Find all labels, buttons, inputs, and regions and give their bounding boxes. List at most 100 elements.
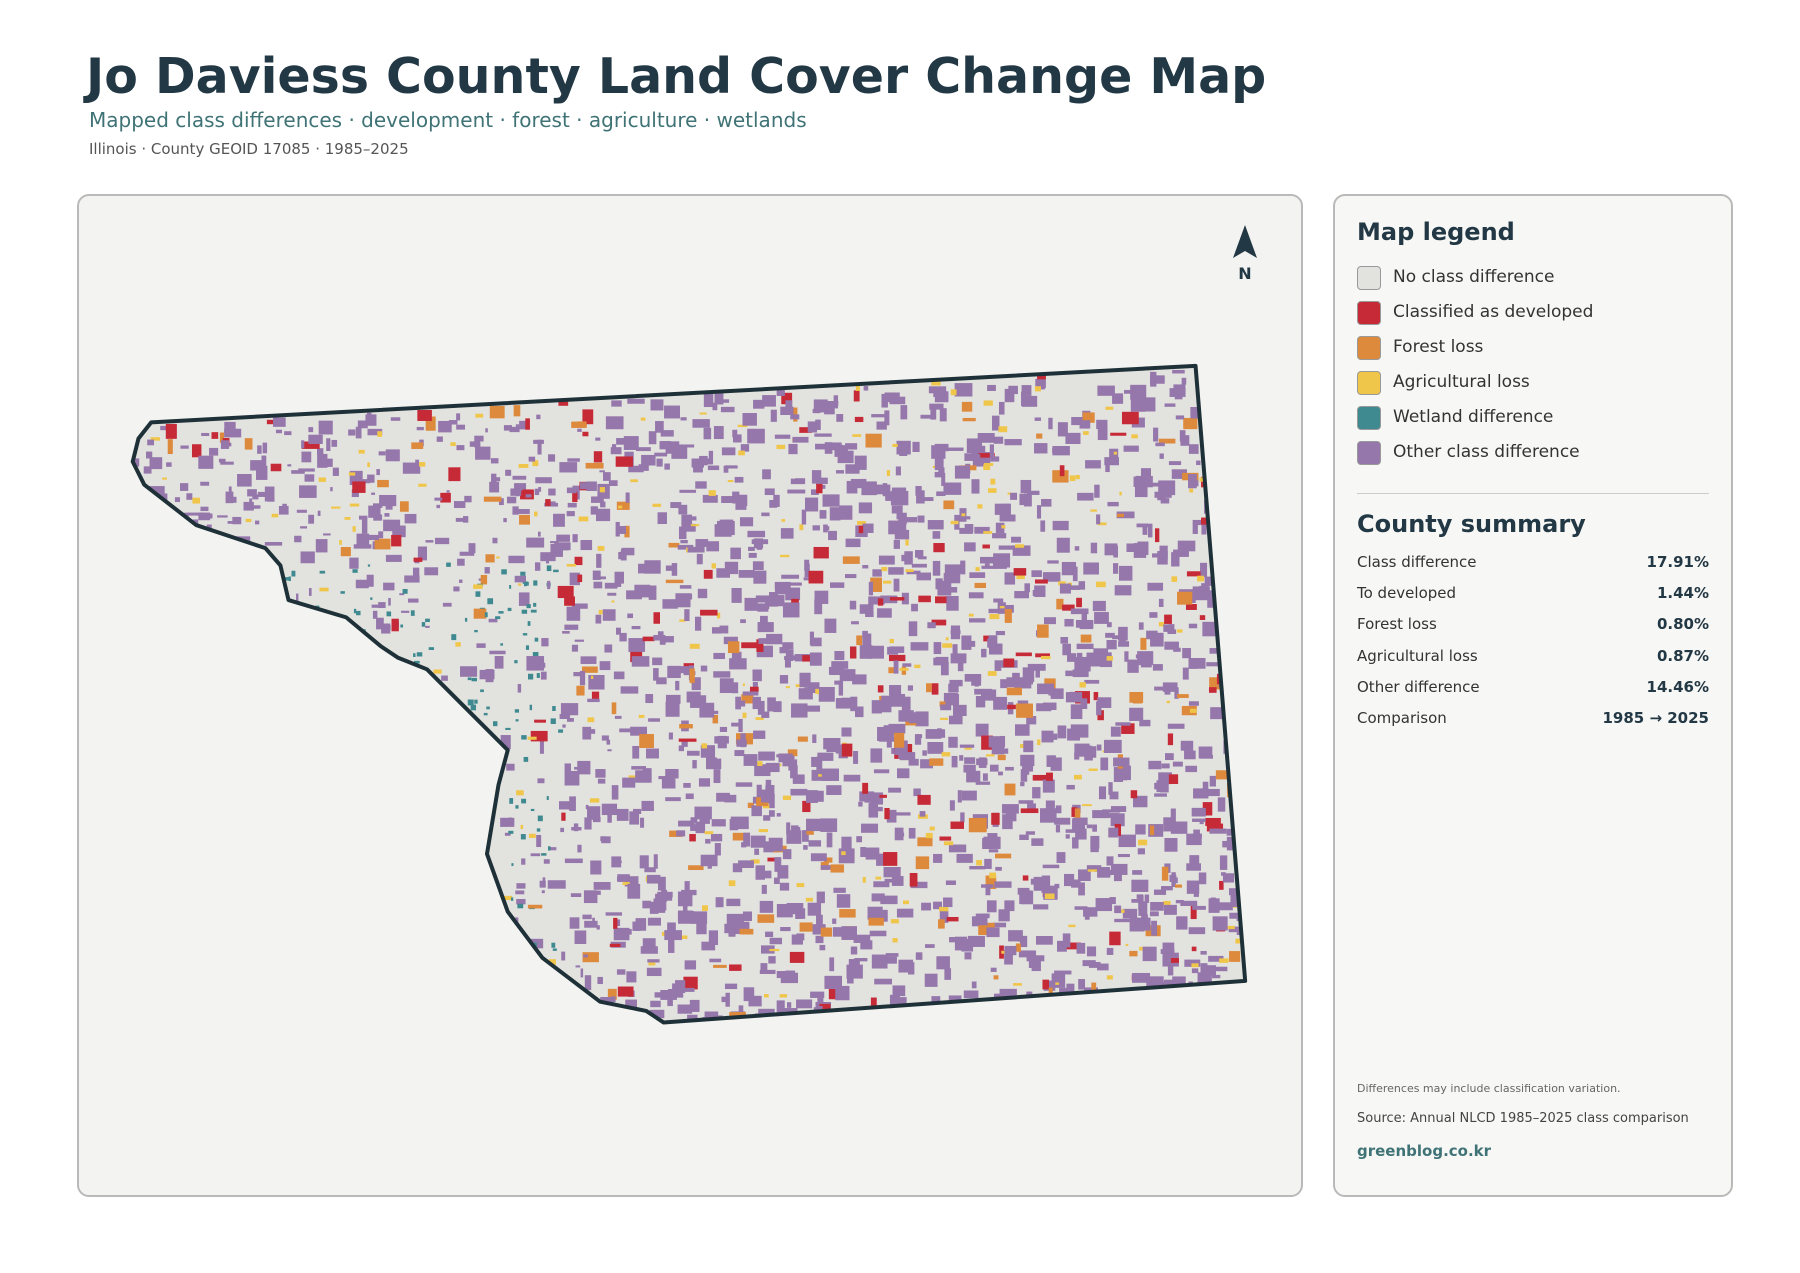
change-patch: [769, 499, 778, 508]
change-patch: [550, 718, 556, 724]
change-patch: [299, 485, 317, 498]
change-patch: [918, 595, 931, 603]
change-patch: [801, 509, 807, 525]
change-patch: [1004, 900, 1015, 912]
change-patch: [1142, 946, 1157, 962]
change-patch: [1097, 385, 1115, 396]
change-patch: [1065, 432, 1081, 444]
change-patch: [402, 588, 408, 594]
change-patch: [871, 954, 888, 969]
change-patch: [160, 425, 167, 431]
change-patch: [582, 726, 592, 740]
change-patch: [873, 881, 890, 888]
change-patch: [913, 788, 921, 797]
change-patch: [571, 644, 579, 652]
change-patch: [932, 560, 941, 576]
change-patch: [1191, 946, 1197, 952]
change-patch: [143, 466, 152, 474]
change-patch: [683, 516, 697, 521]
change-patch: [1171, 576, 1178, 582]
change-patch: [1200, 963, 1208, 976]
change-patch: [1184, 959, 1201, 967]
change-patch: [974, 454, 981, 462]
change-patch: [1209, 828, 1227, 834]
change-patch: [1020, 754, 1035, 767]
change-patch: [786, 582, 802, 586]
change-patch: [993, 975, 999, 980]
change-patch: [1149, 825, 1155, 836]
change-patch: [811, 756, 818, 767]
change-patch: [639, 734, 654, 748]
change-patch: [485, 554, 495, 563]
change-patch: [1127, 659, 1139, 673]
change-patch: [889, 693, 906, 707]
change-patch: [1094, 484, 1100, 498]
change-patch: [696, 922, 707, 935]
change-patch: [888, 787, 902, 793]
change-patch: [672, 983, 684, 998]
change-patch: [753, 570, 767, 584]
change-patch: [515, 805, 519, 809]
change-patch: [752, 669, 762, 682]
change-patch: [1005, 766, 1014, 771]
change-patch: [1133, 476, 1143, 487]
change-patch: [642, 900, 651, 909]
change-patch: [687, 750, 700, 756]
change-patch: [934, 443, 949, 452]
change-patch: [816, 477, 828, 484]
change-patch: [582, 914, 592, 920]
change-patch: [1097, 697, 1112, 708]
change-patch: [991, 415, 1000, 431]
change-patch: [901, 666, 907, 675]
change-patch: [865, 847, 880, 860]
change-patch: [627, 883, 641, 899]
change-patch: [900, 405, 908, 420]
change-patch: [262, 442, 268, 454]
change-patch: [882, 483, 888, 497]
legend-label: No class difference: [1393, 267, 1555, 287]
change-patch: [601, 735, 609, 741]
change-patch: [852, 674, 867, 685]
change-patch: [1109, 448, 1119, 462]
change-patch: [883, 726, 900, 735]
change-patch: [1071, 417, 1084, 426]
change-patch: [892, 443, 898, 447]
legend-swatch: [1357, 301, 1381, 325]
change-patch: [1036, 703, 1052, 712]
change-patch: [765, 785, 775, 799]
change-patch: [660, 989, 677, 1000]
change-patch: [725, 992, 730, 1007]
change-patch: [294, 535, 302, 543]
change-patch: [985, 754, 995, 757]
change-patch: [915, 856, 930, 870]
change-patch: [916, 572, 931, 581]
change-patch: [596, 553, 602, 568]
source: Source: Annual NLCD 1985–2025 class comp…: [1357, 1111, 1689, 1126]
change-patch: [503, 425, 512, 431]
change-patch: [899, 752, 916, 761]
change-patch: [218, 458, 226, 463]
change-patch: [1177, 540, 1196, 552]
change-patch: [774, 857, 782, 872]
change-patch: [727, 641, 740, 654]
change-patch: [933, 853, 943, 863]
change-patch: [1180, 435, 1190, 446]
change-patch: [1076, 652, 1083, 658]
change-patch: [1098, 869, 1112, 876]
change-patch: [1161, 886, 1173, 891]
change-patch: [1105, 406, 1114, 410]
change-patch: [949, 679, 963, 687]
change-patch: [1186, 833, 1202, 846]
change-patch: [647, 917, 661, 926]
change-patch: [815, 443, 831, 450]
change-patch: [929, 758, 944, 766]
change-patch: [517, 683, 522, 693]
change-patch: [881, 393, 888, 408]
change-patch: [814, 599, 823, 615]
change-patch: [845, 538, 861, 548]
change-patch: [824, 618, 837, 633]
change-patch: [914, 664, 921, 669]
change-patch: [729, 1012, 746, 1017]
change-patch: [1010, 492, 1018, 500]
change-patch: [544, 502, 559, 507]
